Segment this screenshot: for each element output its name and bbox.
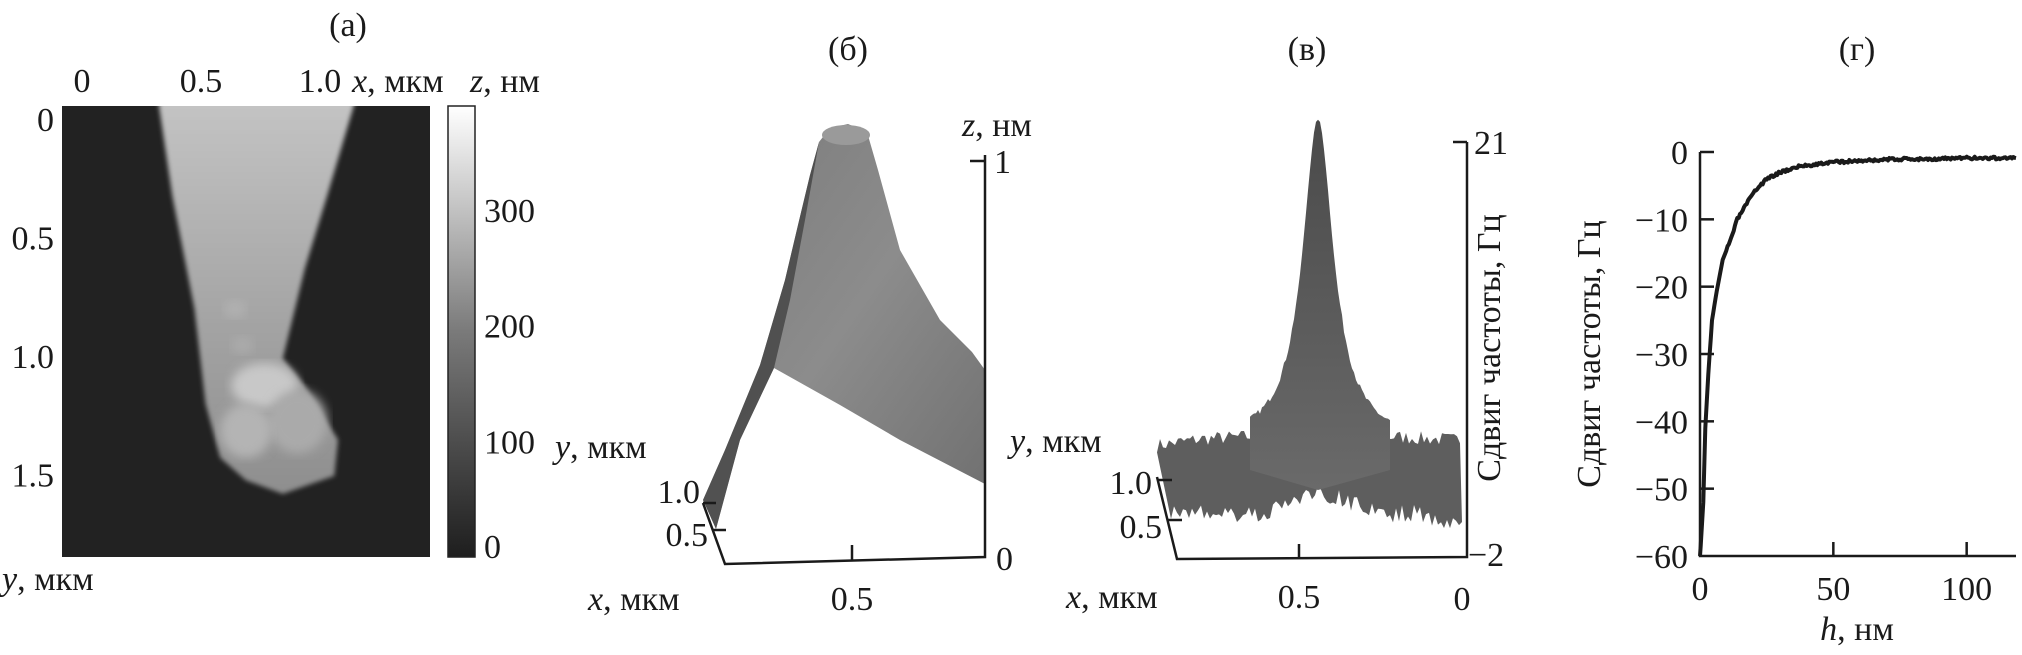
y-tick-label: 0.5 (666, 517, 709, 554)
tip-feature (268, 390, 327, 454)
panel-a-title: (а) (329, 7, 367, 44)
tip-feature (231, 336, 254, 355)
z-tick-label: 1 (994, 144, 1011, 181)
z-axis-label: z, нм (961, 107, 1032, 144)
tip-feature (220, 403, 272, 458)
y-axis-label: Сдвиг частоты, Гц (1571, 220, 1608, 487)
x-tick-label: 0 (1454, 581, 1471, 618)
panel-d-title: (г) (1839, 31, 1876, 68)
x-axis-label: h, нм (1820, 611, 1894, 648)
y-tick-label: 1.0 (12, 339, 55, 376)
y-axis-label: y, мкм (0, 561, 94, 598)
series-line (1698, 154, 2017, 557)
y-tick-label: −30 (1635, 337, 1688, 374)
panel-a: (а) 0 0.5 1.0 x, мкм 0 0.5 1.0 1.5 y, мкм z, … (0, 7, 540, 598)
colorbar (447, 105, 476, 558)
x-tick-label: 1.0 (299, 63, 342, 100)
x-tick-label: 50 (1816, 571, 1850, 608)
colorbar-tick-label: 200 (484, 309, 535, 346)
y-tick-label: 1.5 (12, 458, 55, 495)
z-tick-label: 21 (1474, 125, 1508, 162)
y-tick-label: −50 (1635, 472, 1688, 509)
axes-d (1698, 152, 2016, 558)
panel-b: (б) z, нм 1 0 0.5 x, мкм y, мкм 1.0 0.5 (552, 31, 1032, 618)
panel-b-title: (б) (828, 31, 868, 68)
y-tick-label: −40 (1635, 404, 1688, 441)
y-tick-label: 0.5 (12, 221, 55, 258)
colorbar-label: z, нм (469, 63, 540, 100)
z-tick-label: −2 (1468, 537, 1504, 574)
y-tick-label: 1.0 (658, 474, 701, 511)
colorbar-tick-label: 0 (484, 529, 501, 566)
x-tick-label: 0.5 (180, 63, 223, 100)
surface-left-ridge (703, 142, 819, 529)
y-tick-label: 0 (1671, 135, 1688, 172)
colorbar-tick-label: 300 (484, 193, 535, 230)
panel-c: (в) 21 −2 Сдвиг частоты, Гц 0.5 0 x, мкм… (1007, 31, 1508, 618)
y-axis-label: y, мкм (1007, 423, 1102, 460)
x-tick-label: 0 (1692, 571, 1709, 608)
y-tick-label: −20 (1635, 270, 1688, 307)
y-tick-label: −10 (1635, 202, 1688, 239)
y-tick-label: 0.5 (1120, 509, 1163, 546)
y-tick-label: 1.0 (1110, 465, 1153, 502)
panel-d: (г) 0 50 100 0 −10 −20 −30 −40 −50 −60 Сдвиг част… (1571, 31, 2017, 648)
y-axis-label: y, мкм (552, 429, 647, 466)
surface-peak (1250, 119, 1390, 490)
x-axis-label: x, мкм (351, 63, 444, 100)
axes-3d-b (701, 155, 987, 566)
colorbar-tick-label: 100 (484, 424, 535, 461)
x-axis-label: x, мкм (587, 581, 680, 618)
x-tick-label: 0.5 (1278, 579, 1321, 616)
surface-apex (822, 125, 870, 145)
heatmap-image (159, 106, 354, 494)
axes-3d-c (1155, 142, 1469, 561)
x-axis-label: x, мкм (1065, 579, 1158, 616)
surface-tip (703, 124, 985, 529)
y-tick-label: 0 (37, 102, 54, 139)
x-tick-label: 100 (1941, 571, 1992, 608)
tip-feature (223, 299, 247, 318)
x-tick-label: 0 (74, 63, 91, 100)
y-tick-label: −60 (1635, 539, 1688, 576)
panel-c-title: (в) (1288, 31, 1327, 68)
z-tick-label: 0 (996, 541, 1013, 578)
x-tick-label: 0.5 (831, 581, 874, 618)
z-axis-label: Сдвиг частоты, Гц (1471, 214, 1508, 481)
